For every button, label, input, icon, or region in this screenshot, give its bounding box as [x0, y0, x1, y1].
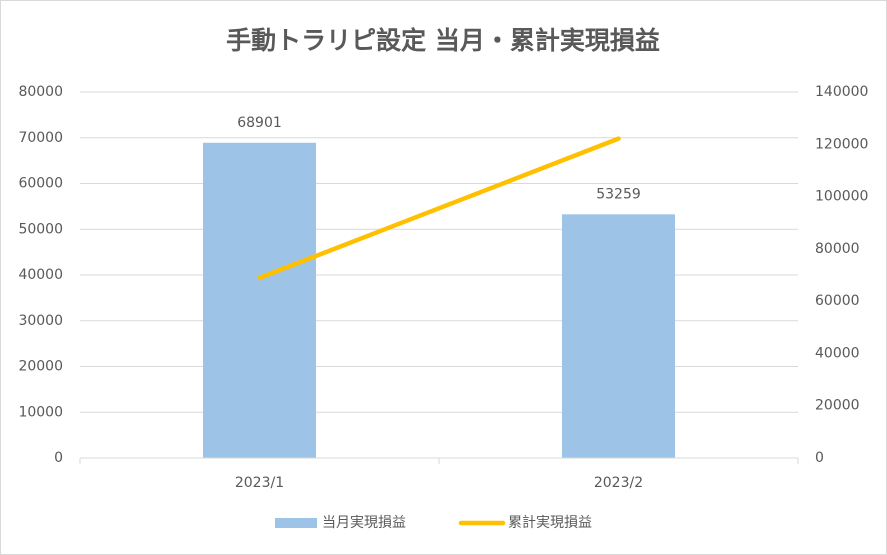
bar — [203, 142, 316, 458]
line — [257, 136, 621, 281]
legend-swatch — [275, 518, 317, 528]
bar — [562, 214, 675, 458]
y-tick-label: 70000 — [18, 130, 63, 146]
y-tick-label: 10000 — [18, 404, 63, 420]
chart-title: 手動トラリピ設定 当月・累計実現損益 — [226, 26, 660, 55]
y2-tick-label: 20000 — [815, 398, 860, 414]
y-tick-label: 50000 — [18, 221, 63, 237]
y2-tick-label: 40000 — [815, 345, 860, 361]
y-tick-label: 80000 — [18, 84, 63, 100]
y-tick-label: 30000 — [18, 313, 63, 329]
y-tick-label: 20000 — [18, 359, 63, 375]
y2-tick-label: 120000 — [815, 136, 868, 152]
y2-tick-label: 0 — [815, 450, 824, 466]
data-label: 53259 — [596, 186, 641, 202]
legend-label: 累計実現損益 — [508, 515, 592, 531]
data-label: 68901 — [237, 115, 282, 131]
y2-tick-label: 60000 — [815, 293, 860, 309]
x-tick-label: 2023/2 — [594, 475, 643, 491]
y-tick-label: 40000 — [18, 267, 63, 283]
x-tick-label: 2023/1 — [235, 475, 284, 491]
y2-tick-label: 100000 — [815, 189, 868, 205]
y2-tick-label: 80000 — [815, 241, 860, 257]
y2-tick-label: 140000 — [815, 84, 868, 100]
y-tick-label: 0 — [54, 450, 63, 466]
y-tick-label: 60000 — [18, 176, 63, 192]
legend-label: 当月実現損益 — [322, 515, 406, 531]
